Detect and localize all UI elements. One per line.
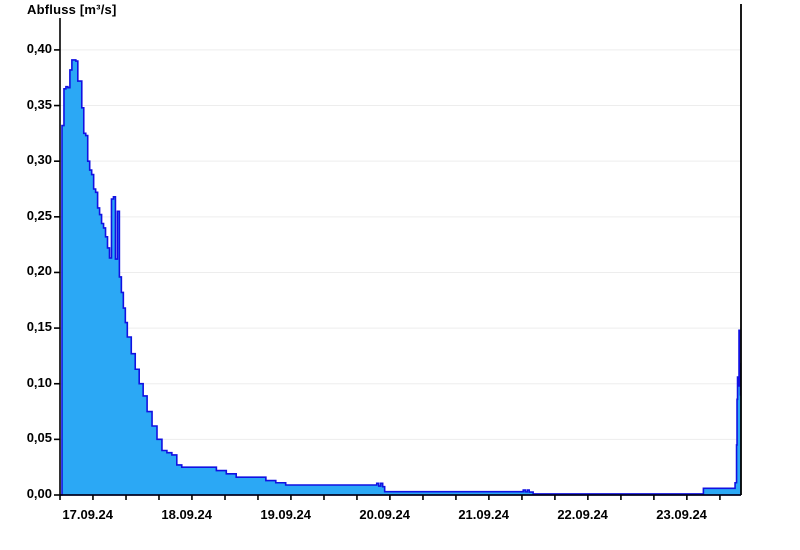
y-tick-label: 0,00 (26, 486, 52, 501)
y-tick-label: 0,30 (26, 152, 52, 168)
axes (59, 4, 742, 496)
y-tick-label: 0,05 (26, 430, 52, 446)
x-tick-label: 22.09.24 (557, 507, 608, 522)
y-tick-label: 0,15 (26, 319, 52, 335)
y-tick-label: 0,35 (26, 96, 52, 112)
x-tick-label: 17.09.24 (62, 507, 113, 522)
x-tick-label: 19.09.24 (260, 507, 311, 522)
gridlines (60, 49, 741, 440)
y-tick-label: 0,40 (26, 40, 52, 56)
x-tick-label: 18.09.24 (161, 507, 212, 522)
x-tick-label: 21.09.24 (458, 507, 509, 522)
y-tick-label: 0,10 (26, 374, 52, 390)
y-tick-label: 0,25 (26, 207, 52, 223)
y-tick-label: 0,20 (26, 263, 52, 279)
series-abfluss (60, 59, 742, 496)
x-tick-label: 20.09.24 (359, 507, 410, 522)
x-tick-label: 23.09.24 (656, 507, 707, 522)
axis-ticks (54, 49, 721, 500)
y-axis-title: Abfluss [m³/s] (27, 2, 117, 17)
